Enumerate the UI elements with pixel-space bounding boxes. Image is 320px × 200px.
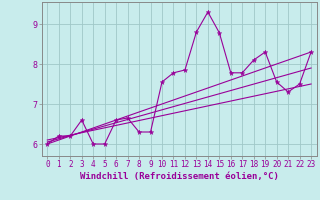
X-axis label: Windchill (Refroidissement éolien,°C): Windchill (Refroidissement éolien,°C) xyxy=(80,172,279,181)
